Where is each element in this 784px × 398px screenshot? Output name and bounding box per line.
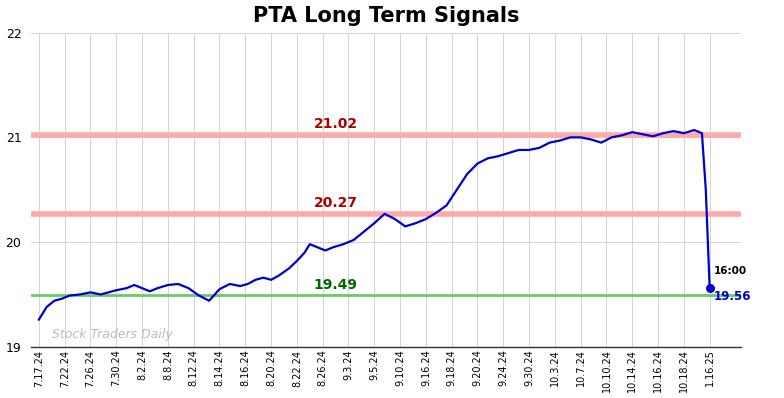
Text: 21.02: 21.02: [314, 117, 358, 131]
Text: 19.56: 19.56: [713, 290, 751, 303]
Text: Stock Traders Daily: Stock Traders Daily: [52, 328, 172, 341]
Text: 16:00: 16:00: [713, 265, 746, 275]
Point: [703, 285, 716, 291]
Text: 19.49: 19.49: [314, 278, 358, 293]
Title: PTA Long Term Signals: PTA Long Term Signals: [252, 6, 519, 25]
Text: 20.27: 20.27: [314, 196, 358, 210]
